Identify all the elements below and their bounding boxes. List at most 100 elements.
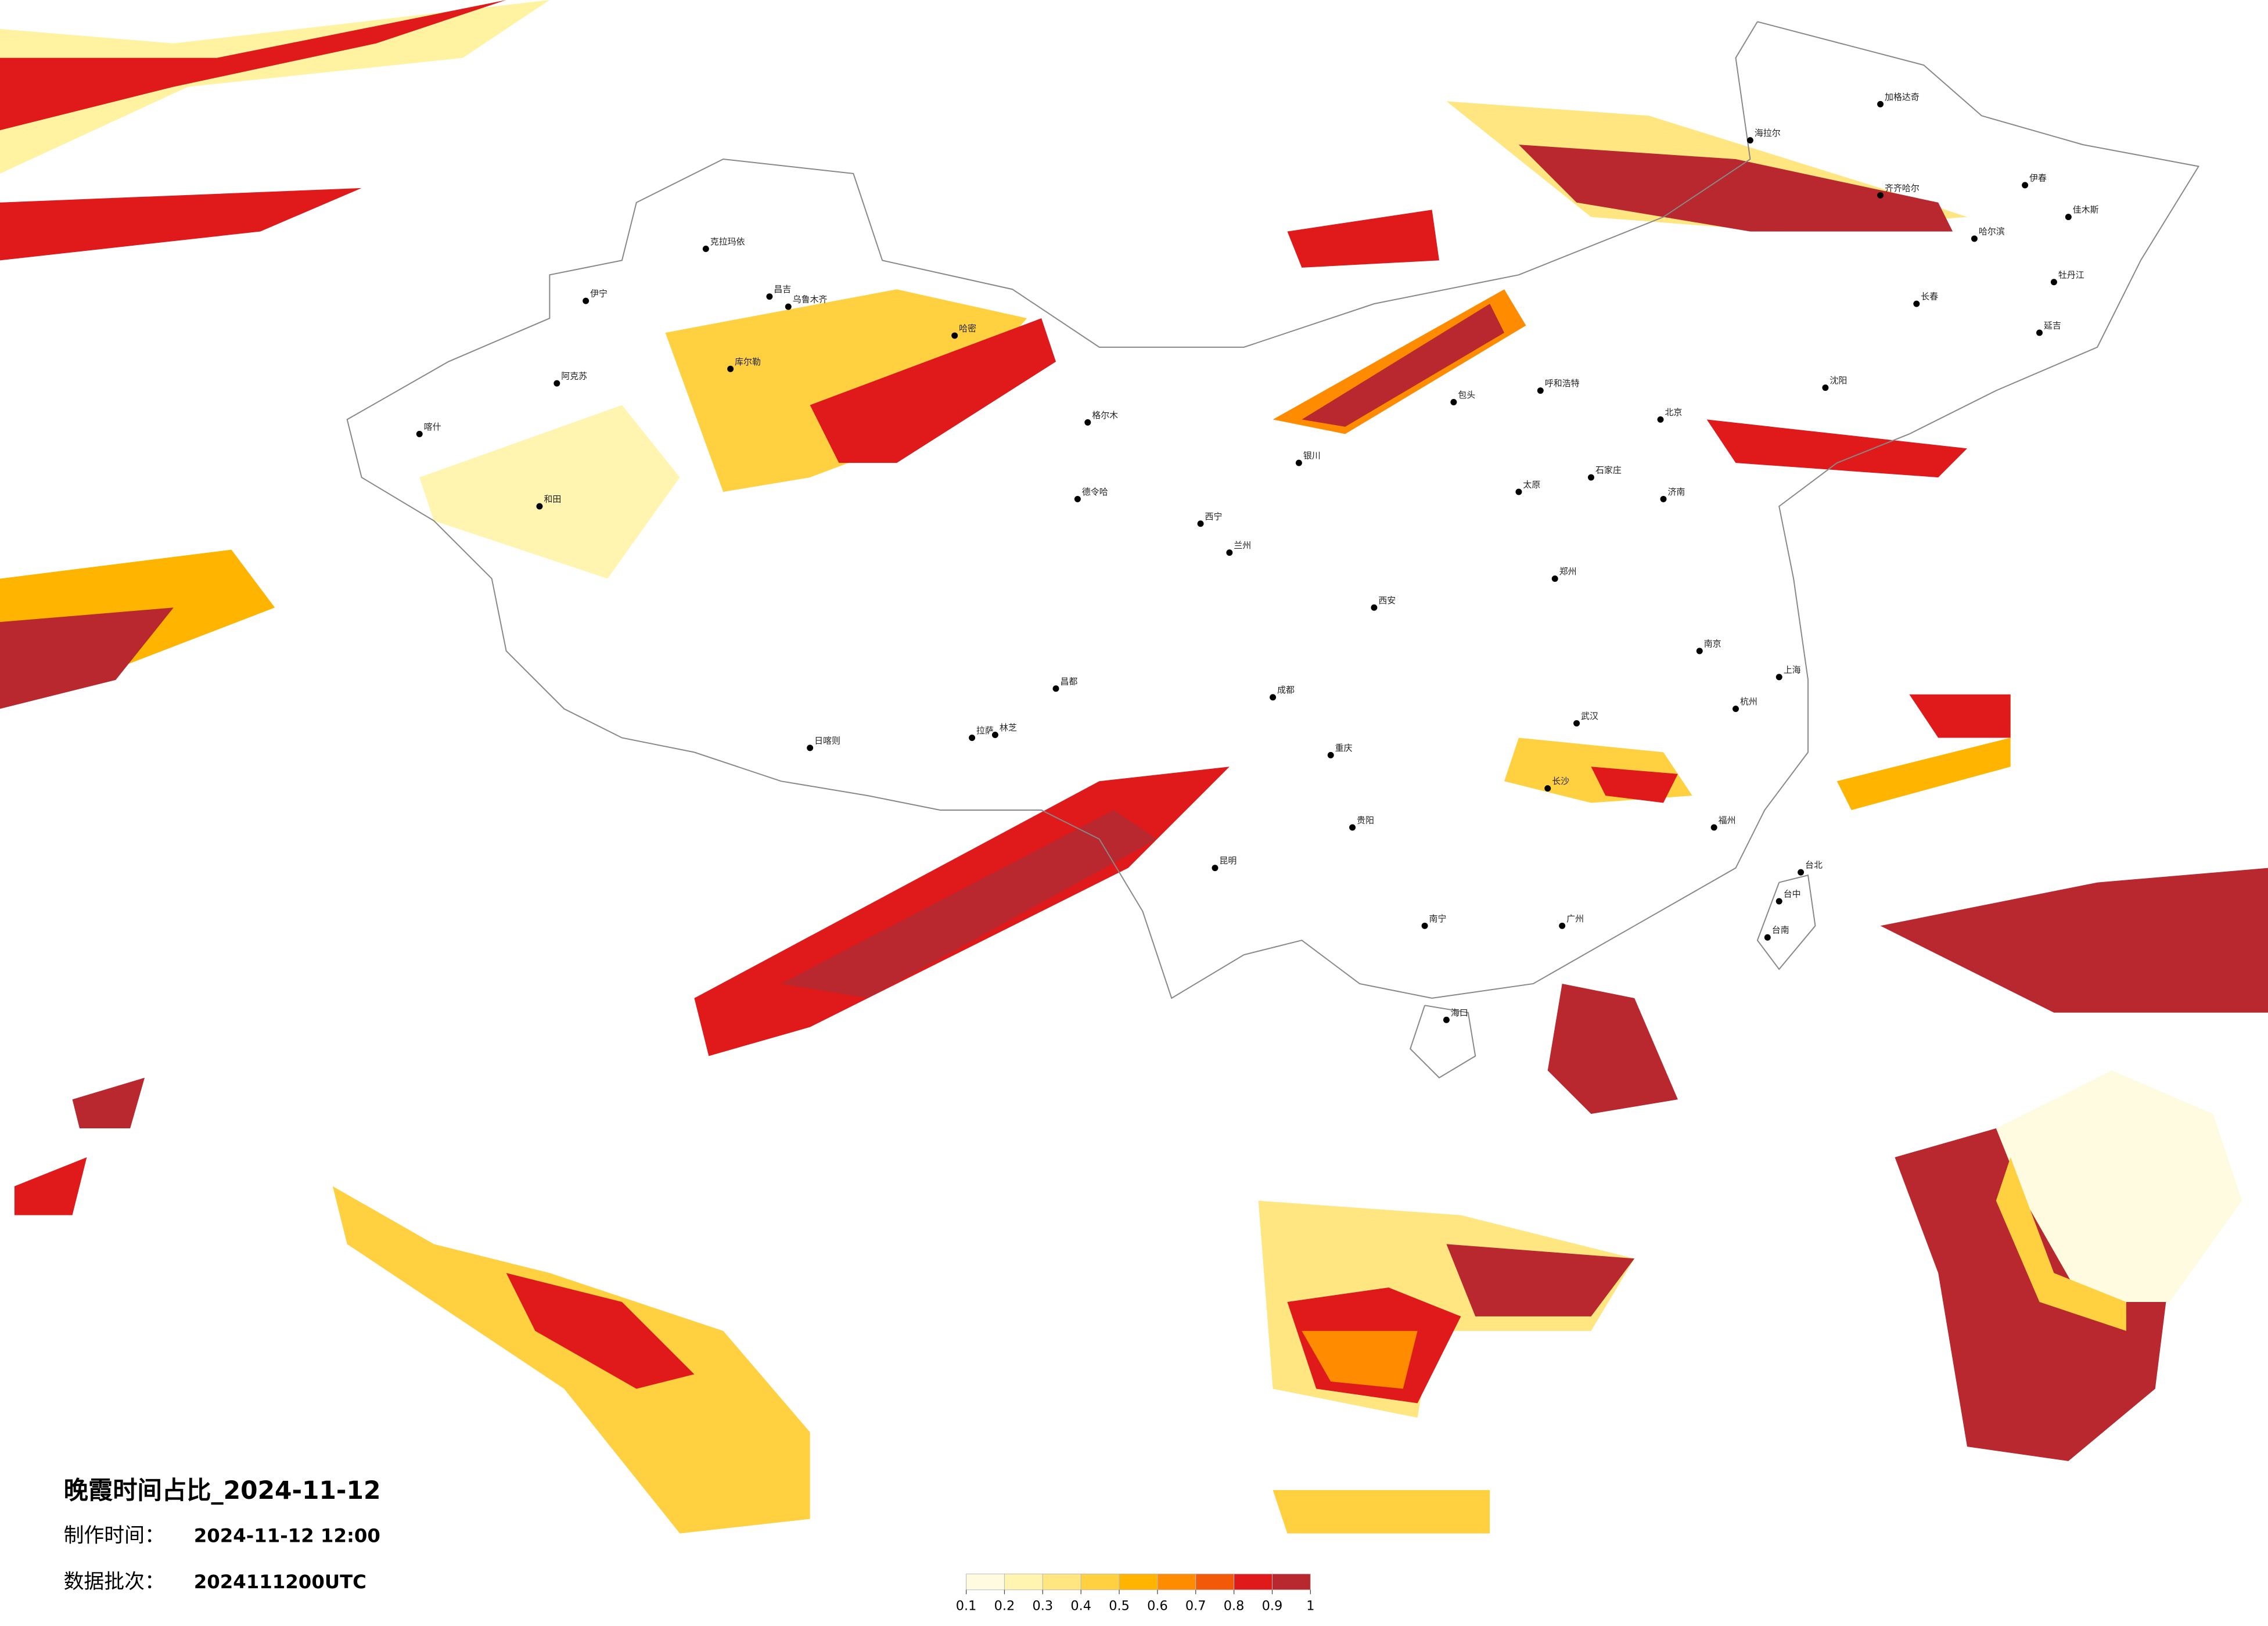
colorbar-box (1080, 1573, 1120, 1591)
city-dot (553, 380, 560, 387)
city-label: 郑州 (1559, 566, 1577, 577)
city-dot (1371, 604, 1378, 611)
colorbar-tick-label: 0.4 (1070, 1599, 1091, 1614)
city-dot (969, 734, 976, 741)
city-dot (1544, 785, 1551, 792)
city-dot (1537, 387, 1544, 394)
city-label: 齐齐哈尔 (1885, 183, 1920, 193)
colorbar-box (1157, 1573, 1196, 1591)
city-dot (2050, 279, 2057, 286)
city-dot (1822, 384, 1829, 391)
colorbar-box (1004, 1573, 1043, 1591)
colorbar: 0.1 0.2 0.3 0.4 0.5 0.6 0.7 0.8 0.9 1 (956, 1573, 1314, 1614)
city-dot (702, 245, 709, 252)
city-label: 包头 (1458, 390, 1475, 400)
colorbar-box (966, 1573, 1005, 1591)
city-label: 拉萨 (976, 725, 994, 736)
city-label: 台北 (1805, 860, 1823, 870)
city-label: 广州 (1566, 913, 1584, 924)
city-dot (1877, 100, 1884, 107)
city-label: 佳木斯 (2073, 204, 2099, 215)
colorbar-tick-label: 1 (1306, 1599, 1314, 1614)
city-label: 兰州 (1234, 540, 1251, 551)
city-label: 成都 (1277, 685, 1295, 695)
city-label: 德令哈 (1082, 487, 1108, 497)
batch-label: 数据批次： (64, 1570, 165, 1593)
colorbar-tick-label: 0.7 (1185, 1599, 1206, 1614)
made-label: 制作时间： (64, 1524, 165, 1548)
city-label: 武汉 (1581, 711, 1598, 721)
city-label: 南宁 (1429, 913, 1447, 924)
city-label: 海口 (1451, 1008, 1468, 1018)
city-label: 杭州 (1740, 696, 1757, 707)
city-dot (1443, 1016, 1450, 1023)
city-dot (1587, 474, 1594, 481)
city-label: 林芝 (1000, 722, 1017, 733)
city-label: 长春 (1921, 292, 1938, 302)
city-dot (2022, 182, 2029, 189)
city-label: 日喀则 (814, 735, 840, 746)
city-label: 克拉玛依 (710, 236, 745, 247)
city-dot (1074, 495, 1081, 502)
city-label: 乌鲁木齐 (793, 294, 828, 305)
city-label: 台中 (1784, 888, 1801, 899)
colorbar-box (1195, 1573, 1235, 1591)
field (0, 0, 2268, 1534)
colorbar-tick-label: 0.5 (1109, 1599, 1130, 1614)
batch-value: 2024111200UTC (194, 1571, 366, 1593)
colorbar-tick-label: 0.1 (956, 1599, 977, 1614)
city-dot (1746, 137, 1753, 144)
city-label: 银川 (1303, 451, 1321, 461)
city-label: 重庆 (1335, 743, 1353, 753)
colorbar-box (1042, 1573, 1081, 1591)
city-label: 济南 (1667, 487, 1685, 497)
city-label: 太原 (1523, 479, 1540, 490)
city-dot (1515, 488, 1522, 495)
city-label: 南京 (1704, 639, 1721, 649)
city-dot (2036, 329, 2043, 336)
city-dot (1913, 300, 1920, 307)
city-dot (1660, 495, 1667, 502)
city-label: 延吉 (2044, 320, 2061, 330)
city-label: 福州 (1719, 815, 1736, 825)
city-label: 北京 (1665, 407, 1682, 418)
city-dot (1212, 865, 1219, 872)
colorbar-box (1234, 1573, 1273, 1591)
city-dot (1349, 824, 1356, 831)
city-dot (1798, 869, 1805, 876)
city-dot (1764, 934, 1771, 941)
city-label: 台南 (1772, 925, 1789, 936)
city-dot (1084, 419, 1091, 426)
made-value: 2024-11-12 12:00 (194, 1525, 380, 1547)
city-dot (1295, 459, 1302, 466)
city-label: 海拉尔 (1755, 128, 1781, 138)
city-label: 加格达奇 (1885, 92, 1920, 102)
colorbar-tick-label: 0.9 (1262, 1599, 1283, 1614)
city-label: 格尔木 (1092, 410, 1118, 420)
city-dot (1877, 192, 1884, 199)
city-label: 沈阳 (1830, 375, 1847, 386)
city-label: 贵阳 (1357, 815, 1374, 825)
city-label: 牡丹江 (2058, 269, 2084, 280)
city-label: 西宁 (1205, 511, 1223, 521)
city-dot (807, 744, 814, 751)
city-dot (1775, 898, 1782, 905)
city-label: 伊宁 (590, 289, 608, 299)
city-dot (583, 297, 590, 304)
city-label: 昌都 (1060, 676, 1077, 686)
city-dot (536, 503, 543, 510)
city-label: 昆明 (1219, 855, 1237, 866)
city-dot (1226, 549, 1233, 556)
city-dot (1733, 706, 1739, 713)
colorbar-tick-label: 0.3 (1033, 1599, 1054, 1614)
city-dot (2065, 214, 2072, 221)
colorbar-box (1119, 1573, 1158, 1591)
city-dot (1052, 685, 1059, 692)
colorbar-box (1271, 1573, 1311, 1591)
city-dot (416, 430, 423, 437)
borders (346, 21, 2200, 1079)
city-label: 伊春 (2029, 172, 2047, 183)
city-label: 西安 (1378, 595, 1396, 606)
city-label: 库尔勒 (735, 357, 761, 367)
